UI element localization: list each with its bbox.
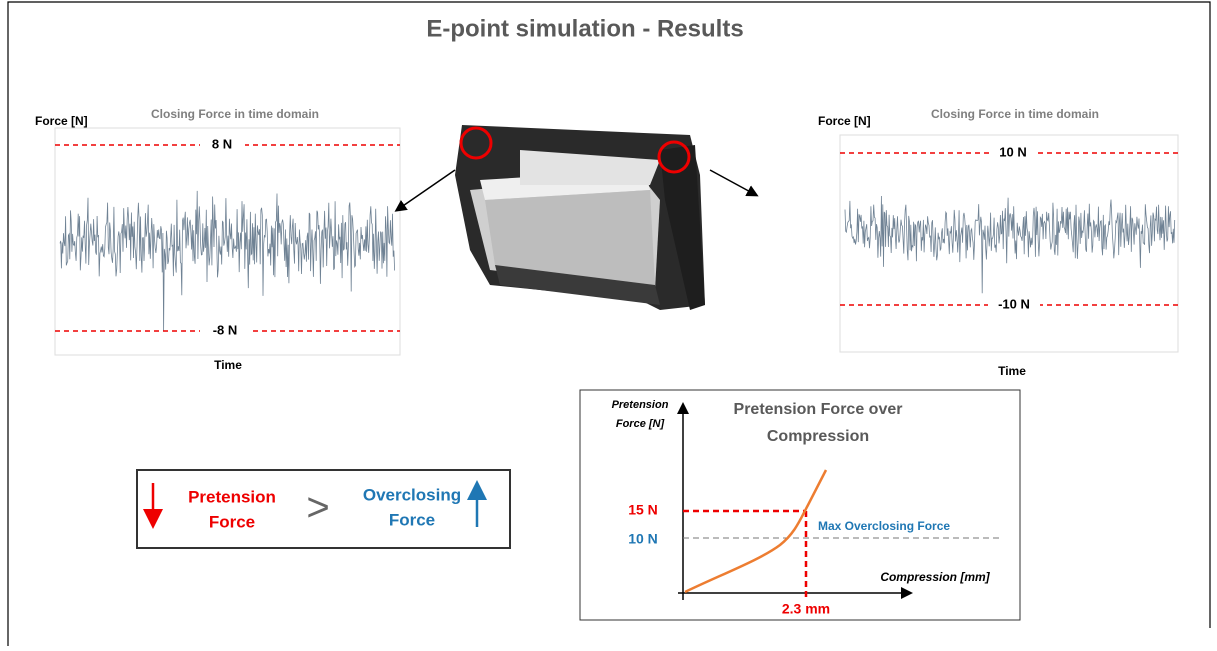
glovebox-illustration [455,125,705,310]
y-label: Force [N] [35,114,88,128]
slide: E-point simulation - Results 8 N -8 N Fo… [0,0,1217,646]
chart-title: Compression [767,428,869,445]
y-label: Pretension [612,399,669,411]
overclosing-text: Force [389,510,435,529]
arrow [710,170,756,195]
upper-label: 8 N [212,136,232,151]
title: E-point simulation - Results [426,15,743,42]
plot-title: Closing Force in time domain [151,107,319,121]
lower-label: -8 N [213,322,238,337]
lower-label: -10 N [998,296,1030,311]
arrow [397,170,455,210]
reference-label: Max Overclosing Force [818,519,950,533]
y-label: Force [N] [616,418,665,430]
plot-title: Closing Force in time domain [931,107,1099,121]
x-label: Time [998,364,1026,378]
greater-sign: > [306,486,329,530]
chart-title: Pretension Force over [734,401,903,418]
overclosing-text: Overclosing [363,485,461,504]
upper-label: 10 N [999,144,1026,159]
level-label: 10 N [628,531,658,547]
pretension-text: Pretension [188,487,276,506]
level-label: 15 N [628,502,658,518]
x-label: Time [214,358,242,372]
marker-label: 2.3 mm [782,601,830,617]
y-label: Force [N] [818,114,871,128]
pretension-text: Force [209,512,255,531]
x-label: Compression [mm] [880,570,990,584]
